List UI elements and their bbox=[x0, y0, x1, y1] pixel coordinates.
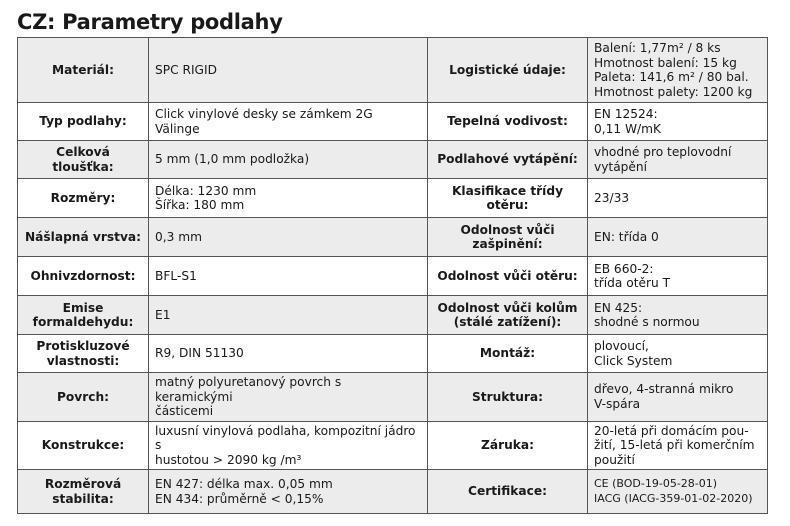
value-line: luxusní vinylová podlaha, kompozitní jád… bbox=[155, 423, 416, 453]
param-label: Nášlapná vrstva: bbox=[17, 217, 149, 257]
value-line: dřevo, 4-stranná mikro bbox=[594, 382, 734, 397]
param-value: SPC RIGID bbox=[148, 37, 428, 103]
table-row: Nášlapná vrstva: 0,3 mm Odolnost vůči zašp… bbox=[17, 217, 768, 257]
table-row: Emise formaldehydu: E1 Odolnost vůči kolům… bbox=[17, 295, 768, 335]
value-line: 20-letá při domácím pou- bbox=[594, 423, 749, 438]
value-line: 0,11 W/mK bbox=[594, 121, 662, 136]
value-line: 23/33 bbox=[594, 190, 630, 205]
param-value: EN 427: délka max. 0,05 mm EN 434: průměr… bbox=[148, 469, 428, 514]
param-value: matný polyuretanový povrch s keramickými… bbox=[148, 372, 428, 422]
param-value: Balení: 1,77m² / 8 ks Hmotnost balení: 15… bbox=[587, 37, 768, 103]
param-label: Certifikace: bbox=[427, 469, 588, 514]
param-label: Povrch: bbox=[17, 372, 149, 422]
value-line: EN 12524: bbox=[594, 107, 658, 121]
param-value: BFL-S1 bbox=[148, 256, 428, 296]
value-line: použití bbox=[594, 452, 635, 467]
value-line: EN 425: bbox=[594, 300, 643, 315]
value-line: matný polyuretanový povrch s keramickými bbox=[155, 375, 342, 404]
param-label: Montáž: bbox=[427, 334, 588, 373]
param-label: Odolnost vůči zašpinění: bbox=[427, 217, 588, 257]
param-value: R9, DIN 51130 bbox=[148, 334, 428, 373]
value-line: E1 bbox=[155, 307, 171, 322]
param-value: EN 12524: 0,11 W/mK bbox=[587, 102, 768, 141]
param-value: Délka: 1230 mm Šířka: 180 mm bbox=[148, 178, 428, 218]
table-row: Materiál: SPC RIGID Logistické údaje: Balen… bbox=[17, 37, 768, 103]
value-line: Balení: 1,77m² / 8 ks bbox=[594, 41, 721, 55]
value-line: BFL-S1 bbox=[155, 268, 197, 283]
param-label: Celková tloušťka: bbox=[17, 140, 149, 179]
value-line: EB 660-2: bbox=[594, 261, 654, 276]
value-line: Hmotnost palety: 1200 kg bbox=[594, 84, 753, 99]
table-row: Rozměry: Délka: 1230 mm Šířka: 180 mm Klasi… bbox=[17, 178, 768, 218]
param-label: Logistické údaje: bbox=[427, 37, 588, 103]
value-line: V-spára bbox=[594, 396, 641, 411]
value-line: EN 427: délka max. 0,05 mm bbox=[155, 477, 333, 491]
value-line: 5 mm (1,0 mm podložka) bbox=[155, 152, 310, 167]
param-value: Click vinylové desky se zámkem 2G Väling… bbox=[148, 102, 428, 141]
param-value: 23/33 bbox=[587, 178, 768, 218]
param-label: Emise formaldehydu: bbox=[17, 295, 149, 335]
value-line: plovoucí, bbox=[594, 339, 649, 353]
value-line: EN: třída 0 bbox=[594, 229, 659, 244]
parameters-table: Materiál: SPC RIGID Logistické údaje: Balen… bbox=[17, 37, 768, 514]
param-label: Ohnivzdornost: bbox=[17, 256, 149, 296]
value-line: žití, 15-letá při komerčním bbox=[594, 438, 755, 452]
param-label: Struktura: bbox=[427, 372, 588, 422]
value-line: třída otěru T bbox=[594, 276, 671, 290]
value-line: 0,3 mm bbox=[155, 229, 203, 244]
param-label: Materiál: bbox=[17, 37, 149, 103]
param-value: 5 mm (1,0 mm podložka) bbox=[148, 140, 428, 179]
param-label: Protiskluzové vlastnosti: bbox=[17, 334, 149, 373]
param-label: Tepelná vodivost: bbox=[427, 102, 588, 141]
param-label: Klasifikace třídy otěru: bbox=[427, 178, 588, 218]
param-value: EN 425: shodné s normou bbox=[587, 295, 768, 335]
value-line: Click System bbox=[594, 353, 673, 368]
param-label: Rozměry: bbox=[17, 178, 149, 218]
value-line: vytápění bbox=[594, 159, 648, 174]
value-line: Délka: 1230 mm bbox=[155, 183, 257, 198]
param-label: Odolnost vůči kolům (stálé zatížení): bbox=[427, 295, 588, 335]
value-line: IACG (IACG-359-01-02-2020) bbox=[594, 491, 753, 505]
table-row: Konstrukce: luxusní vinylová podlaha, kom… bbox=[17, 420, 768, 470]
param-value: EN: třída 0 bbox=[587, 217, 768, 257]
value-line: Hmotnost balení: 15 kg bbox=[594, 55, 737, 70]
param-label: Rozměrová stabilita: bbox=[17, 469, 149, 514]
param-value: E1 bbox=[148, 295, 428, 335]
table-row: Typ podlahy: Click vinylové desky se zámk… bbox=[17, 102, 768, 141]
param-value: luxusní vinylová podlaha, kompozitní jád… bbox=[148, 420, 428, 470]
table-row: Protiskluzové vlastnosti: R9, DIN 51130 Mo… bbox=[17, 334, 768, 373]
table-row: Ohnivzdornost: BFL-S1 Odolnost vůči otěru:… bbox=[17, 256, 768, 296]
value-line: R9, DIN 51130 bbox=[155, 346, 244, 361]
param-label: Konstrukce: bbox=[17, 420, 149, 470]
param-value: vhodné pro teplovodní vytápění bbox=[587, 140, 768, 179]
param-value: plovoucí, Click System bbox=[587, 334, 768, 373]
param-value: EB 660-2: třída otěru T bbox=[587, 256, 768, 296]
param-value: CE (BOD-19-05-28-01) IACG (IACG-359-01-02… bbox=[587, 469, 768, 514]
value-line: vhodné pro teplovodní bbox=[594, 145, 732, 159]
table-row: Povrch: matný polyuretanový povrch s kera… bbox=[17, 372, 768, 422]
param-label: Odolnost vůči otěru: bbox=[427, 256, 588, 296]
value-line: částicemi bbox=[155, 404, 214, 418]
value-line: Šířka: 180 mm bbox=[155, 198, 245, 212]
param-value: 0,3 mm bbox=[148, 217, 428, 257]
value-line: CE (BOD-19-05-28-01) bbox=[594, 477, 718, 490]
param-label: Podlahové vytápění: bbox=[427, 140, 588, 179]
table-row: Rozměrová stabilita: EN 427: délka max. 0… bbox=[17, 469, 768, 514]
table-row: Celková tloušťka: 5 mm (1,0 mm podložka) P… bbox=[17, 140, 768, 179]
param-label: Záruka: bbox=[427, 420, 588, 470]
value-line: EN 434: průměrně < 0,15% bbox=[155, 491, 324, 506]
page-title: CZ: Parametry podlahy bbox=[17, 10, 283, 34]
value-line: SPC RIGID bbox=[155, 62, 217, 77]
value-line: shodné s normou bbox=[594, 315, 700, 329]
param-value: 20-letá při domácím pou-žití, 15-letá př… bbox=[587, 420, 768, 470]
value-line: hustotou > 2090 kg /m³ bbox=[155, 452, 302, 467]
param-label: Typ podlahy: bbox=[17, 102, 149, 141]
value-line: Paleta: 141,6 m² / 80 bal. bbox=[594, 70, 749, 84]
value-line: Click vinylové desky se zámkem 2G Väling… bbox=[155, 107, 373, 136]
param-value: dřevo, 4-stranná mikro V-spára bbox=[587, 372, 768, 422]
